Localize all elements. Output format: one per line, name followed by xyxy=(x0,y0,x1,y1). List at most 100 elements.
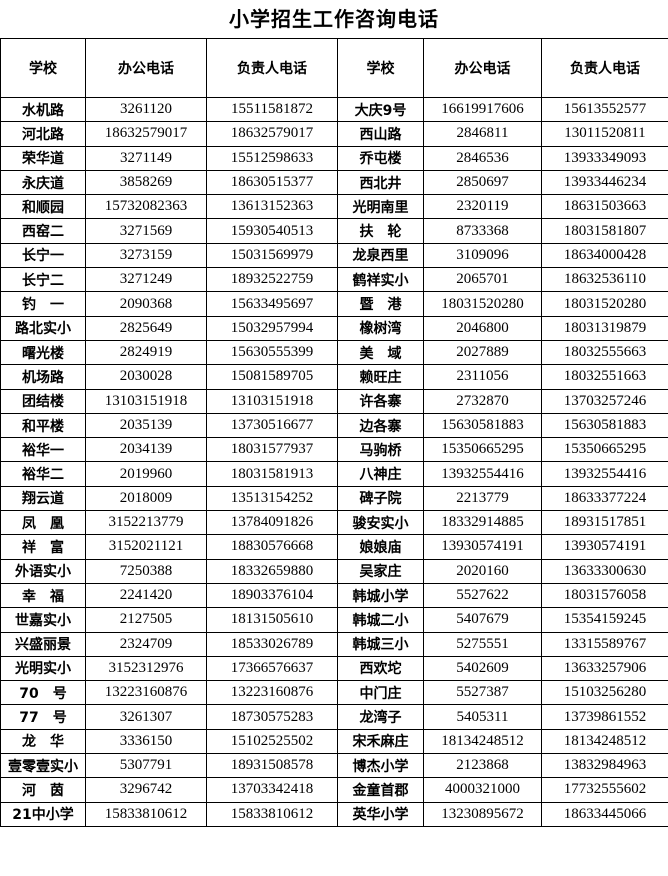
contact-phone: 15032957994 xyxy=(206,315,338,341)
contact-phone: 18032551663 xyxy=(541,364,668,390)
office-phone: 8733368 xyxy=(423,218,542,244)
contact-phone: 18632536110 xyxy=(541,267,668,293)
office-phone: 13932554416 xyxy=(423,461,542,487)
contact-phone: 18332659880 xyxy=(206,558,338,584)
contact-phone: 15630581883 xyxy=(541,412,668,439)
office-phone: 13103151918 xyxy=(85,388,207,414)
contact-phone: 18634000428 xyxy=(541,242,668,269)
contact-phone: 18931517851 xyxy=(541,510,668,536)
contact-phone: 18031581807 xyxy=(541,218,668,244)
school-name: 壹零壹实小 xyxy=(0,753,86,779)
contact-phone: 18730575283 xyxy=(206,704,338,730)
office-phone: 3152312976 xyxy=(85,655,207,682)
office-phone: 2046800 xyxy=(423,315,542,341)
contact-phone: 18131505610 xyxy=(206,607,338,633)
contact-phone: 13513154252 xyxy=(206,485,338,512)
office-phone: 2850697 xyxy=(423,169,542,196)
school-name: 边各寨 xyxy=(337,412,424,439)
school-name: 龙 华 xyxy=(0,728,86,755)
school-name: 西山路 xyxy=(337,121,424,147)
office-phone: 2846536 xyxy=(423,145,542,171)
table-row: 21中小学 15833810612 15833810612 英华小学 132308956… xyxy=(0,801,668,827)
school-name: 光明南里 xyxy=(337,194,424,220)
header-office-phone: 办公电话 xyxy=(423,38,542,98)
contact-phone: 13613152363 xyxy=(206,194,338,220)
contact-phone: 13315589767 xyxy=(541,631,668,657)
contact-phone: 13633300630 xyxy=(541,558,668,584)
table-row: 翔云道 2018009 13513154252 碑子院 2213779 186333772… xyxy=(0,485,668,512)
office-phone: 3261120 xyxy=(85,96,207,123)
contact-phone: 15350665295 xyxy=(541,437,668,463)
table-row: 壹零壹实小 5307791 18931508578 博杰小学 2123868 138329… xyxy=(0,753,668,779)
school-name: 和平楼 xyxy=(0,412,86,439)
school-name: 龙湾子 xyxy=(337,704,424,730)
contact-phone: 13223160876 xyxy=(206,680,338,706)
school-name: 外语实小 xyxy=(0,558,86,584)
contact-phone: 13011520811 xyxy=(541,121,668,147)
table-row: 长宁二 3271249 18932522759 鹤祥实小 2065701 18632536… xyxy=(0,267,668,293)
table-row: 和顺园 15732082363 13613152363 光明南里 2320119 1863… xyxy=(0,194,668,220)
office-phone: 15350665295 xyxy=(423,437,542,463)
office-phone: 2213779 xyxy=(423,485,542,512)
school-name: 韩城三小 xyxy=(337,631,424,657)
school-name: 机场路 xyxy=(0,364,86,390)
school-name: 中门庄 xyxy=(337,680,424,706)
school-name: 水机路 xyxy=(0,96,86,123)
contact-phone: 13930574191 xyxy=(541,534,668,560)
office-phone: 2030028 xyxy=(85,364,207,390)
contact-phone: 15081589705 xyxy=(206,364,338,390)
contact-phone: 17732555602 xyxy=(541,777,668,803)
office-phone: 13230895672 xyxy=(423,801,542,827)
office-phone: 18031520280 xyxy=(423,291,542,317)
school-name: 70 号 xyxy=(0,680,86,706)
header-contact-phone: 负责人电话 xyxy=(541,38,668,98)
school-name: 韩城小学 xyxy=(337,582,424,609)
table-row: 光明实小 3152312976 17366576637 西欢坨 5402609 13633… xyxy=(0,655,668,682)
table-row: 河北路 18632579017 18632579017 西山路 2846811 13011… xyxy=(0,121,668,147)
table-row: 长宁一 3273159 15031569979 龙泉西里 3109096 18634000… xyxy=(0,242,668,269)
office-phone: 2020160 xyxy=(423,558,542,584)
office-phone: 2241420 xyxy=(85,582,207,609)
office-phone: 5407679 xyxy=(423,607,542,633)
contact-phone: 15833810612 xyxy=(206,801,338,827)
office-phone: 3109096 xyxy=(423,242,542,269)
contact-phone: 15630555399 xyxy=(206,339,338,366)
school-name: 永庆道 xyxy=(0,169,86,196)
school-name: 暨 港 xyxy=(337,291,424,317)
office-phone: 2127505 xyxy=(85,607,207,633)
school-name: 河北路 xyxy=(0,121,86,147)
office-phone: 2018009 xyxy=(85,485,207,512)
school-name: 团结楼 xyxy=(0,388,86,414)
contact-phone: 13933446234 xyxy=(541,169,668,196)
office-phone: 4000321000 xyxy=(423,777,542,803)
office-phone: 2019960 xyxy=(85,461,207,487)
office-phone: 15630581883 xyxy=(423,412,542,439)
table-row: 水机路 3261120 15511581872 大庆9号 16619917606 1561… xyxy=(0,96,668,123)
contact-phone: 13703342418 xyxy=(206,777,338,803)
office-phone: 3152213779 xyxy=(85,510,207,536)
table-row: 裕华二 2019960 18031581913 八神庄 13932554416 13932… xyxy=(0,461,668,487)
school-name: 龙泉西里 xyxy=(337,242,424,269)
school-name: 长宁二 xyxy=(0,267,86,293)
header-row: 学校 办公电话 负责人电话 学校 办公电话 负责人电话 xyxy=(0,38,668,98)
school-name: 77 号 xyxy=(0,704,86,730)
office-phone: 2324709 xyxy=(85,631,207,657)
school-name: 裕华一 xyxy=(0,437,86,463)
office-phone: 2846811 xyxy=(423,121,542,147)
page-title: 小学招生工作咨询电话 xyxy=(229,7,439,31)
contact-phone: 13933349093 xyxy=(541,145,668,171)
table-row: 河 茵 3296742 13703342418 金童首郡 4000321000 17732… xyxy=(0,777,668,803)
table-row: 70 号 13223160876 13223160876 中门庄 5527387 1510… xyxy=(0,680,668,706)
office-phone: 5527622 xyxy=(423,582,542,609)
table-row: 钓 一 2090368 15633495697 暨 港 18031520280 18031… xyxy=(0,291,668,317)
school-name: 英华小学 xyxy=(337,801,424,827)
contact-phone: 15031569979 xyxy=(206,242,338,269)
school-name: 美 域 xyxy=(337,339,424,366)
table-row: 路北实小 2825649 15032957994 橡树湾 2046800 18031319… xyxy=(0,315,668,341)
table-row: 祥 富 3152021121 18830576668 娘娘庙 13930574191 13… xyxy=(0,534,668,560)
contact-phone: 15103256280 xyxy=(541,680,668,706)
table-row: 幸 福 2241420 18903376104 韩城小学 5527622 18031576… xyxy=(0,582,668,609)
school-name: 曙光楼 xyxy=(0,339,86,366)
contact-phone: 18633445066 xyxy=(541,801,668,827)
header-school: 学校 xyxy=(337,38,424,98)
